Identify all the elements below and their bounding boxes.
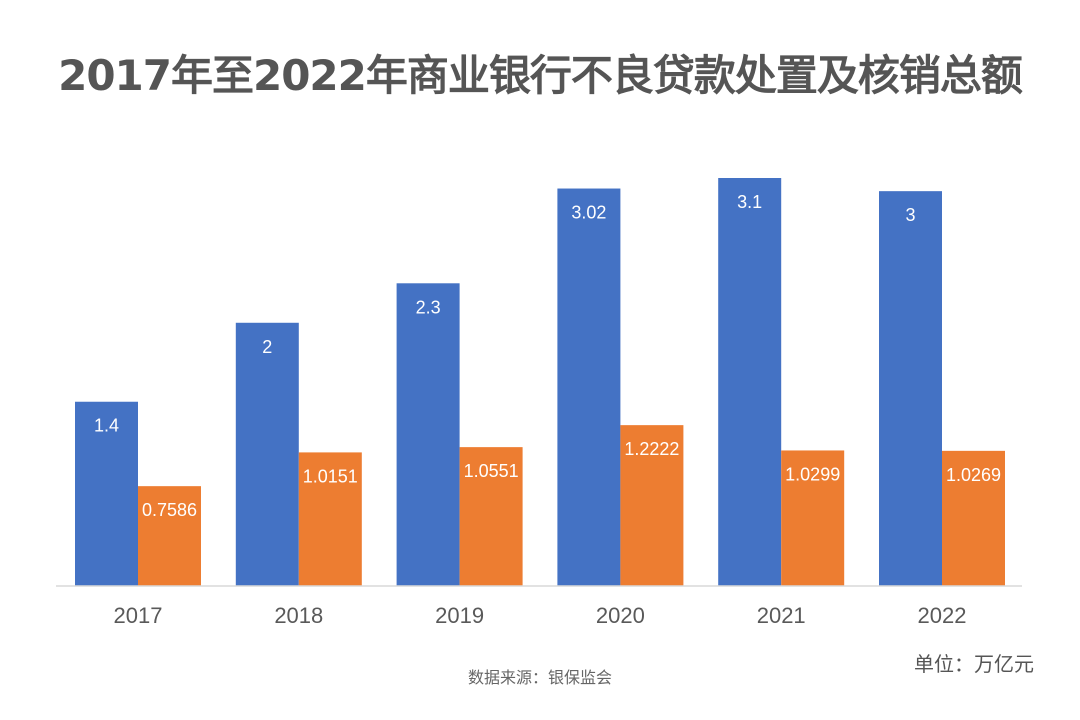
- data-label-series-1-2018: 2: [262, 337, 272, 357]
- x-tick-label-2021: 2021: [757, 603, 806, 628]
- data-label-series-1-2022: 3: [905, 205, 915, 225]
- data-label-series-2-2022: 1.0269: [946, 465, 1001, 485]
- bar-series-2-2021: [781, 450, 845, 586]
- data-label-series-2-2020: 1.2222: [624, 439, 679, 459]
- bar-series-2-2020: [620, 425, 684, 586]
- bar-series-1-2020: [557, 188, 621, 586]
- chart-title: 2017年至2022年商业银行不良贷款处置及核销总额: [58, 51, 1023, 100]
- x-tick-label-2018: 2018: [274, 603, 323, 628]
- bar-series-1-2021: [718, 178, 782, 586]
- bar-series-1-2017: [75, 401, 138, 586]
- x-tick-label-2022: 2022: [918, 603, 967, 628]
- unit-label: 单位：万亿元: [914, 652, 1034, 676]
- data-label-series-1-2019: 2.3: [416, 297, 441, 317]
- x-tick-label-2017: 2017: [114, 603, 163, 628]
- bar-series-1-2018: [235, 322, 299, 586]
- data-label-series-1-2020: 3.02: [571, 203, 606, 223]
- data-label-series-2-2018: 1.0151: [303, 466, 358, 486]
- bar-series-1-2019: [396, 283, 460, 586]
- bar-series-1-2022: [879, 191, 942, 586]
- source-label: 数据来源：银保监会: [467, 668, 612, 687]
- data-label-series-2-2017: 0.7586: [142, 500, 197, 520]
- data-label-series-1-2021: 3.1: [737, 192, 762, 212]
- x-tick-label-2020: 2020: [596, 603, 645, 628]
- bar-series-2-2019: [459, 447, 523, 586]
- bar-series-2-2017: [138, 486, 201, 586]
- bar-series-2-2022: [942, 450, 1005, 586]
- data-label-series-2-2021: 1.0299: [785, 464, 840, 484]
- data-label-series-2-2019: 1.0551: [464, 461, 519, 481]
- x-tick-label-2019: 2019: [435, 603, 484, 628]
- data-label-series-1-2017: 1.4: [94, 416, 119, 436]
- bar-series-2-2018: [298, 452, 362, 586]
